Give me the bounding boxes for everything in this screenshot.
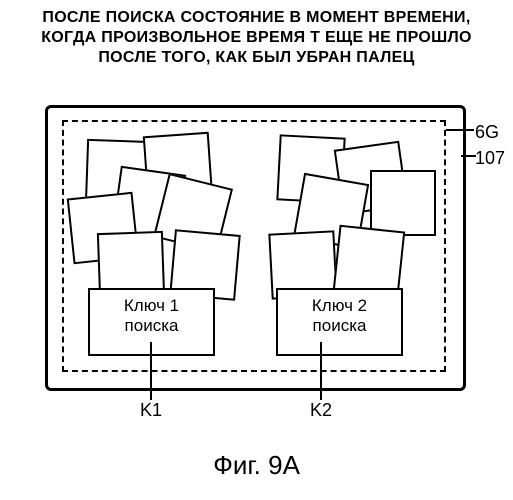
key-label-2: Ключ 2 поиска — [276, 288, 403, 356]
thumb — [333, 225, 406, 298]
annotation-k2: K2 — [310, 400, 332, 421]
lead-line-107 — [461, 155, 476, 157]
caption-text: ПОСЛЕ ПОИСКА СОСТОЯНИЕ В МОМЕНТ ВРЕМЕНИ,… — [0, 0, 513, 72]
thumb — [370, 170, 436, 236]
lead-line-k2 — [320, 342, 322, 400]
lead-line-6g — [446, 129, 474, 131]
annotation-k1: K1 — [140, 400, 162, 421]
lead-line-k1 — [150, 342, 152, 400]
annotation-107: 107 — [475, 148, 505, 169]
figure-label: Фиг. 9A — [0, 450, 513, 481]
annotation-6g: 6G — [475, 122, 499, 143]
